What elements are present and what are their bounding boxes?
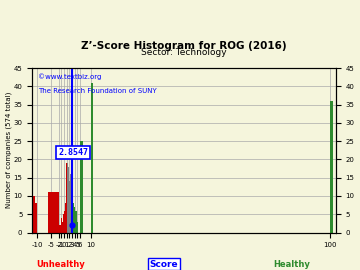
Bar <box>65 207 66 232</box>
Text: Healthy: Healthy <box>274 260 310 269</box>
Bar <box>77 222 78 232</box>
Bar <box>67 163 68 232</box>
Bar <box>68 167 69 232</box>
Text: Sector: Technology: Sector: Technology <box>141 48 227 57</box>
Bar <box>71 225 72 232</box>
Bar <box>48 192 59 232</box>
Bar <box>91 83 93 232</box>
Text: Score: Score <box>149 260 178 269</box>
Bar <box>60 225 62 232</box>
Bar <box>62 222 63 232</box>
Text: ©www.textbiz.org: ©www.textbiz.org <box>38 73 102 80</box>
Bar <box>66 163 67 232</box>
Bar <box>74 207 75 232</box>
Bar <box>32 196 35 232</box>
Bar <box>76 211 77 232</box>
Bar <box>63 214 64 232</box>
Bar <box>72 189 73 232</box>
Bar <box>75 211 76 232</box>
Bar <box>70 174 71 232</box>
Title: Z’-Score Histogram for ROG (2016): Z’-Score Histogram for ROG (2016) <box>81 41 287 51</box>
Bar <box>69 181 70 232</box>
Bar <box>59 225 60 232</box>
Y-axis label: Number of companies (574 total): Number of companies (574 total) <box>5 92 12 208</box>
Text: The Research Foundation of SUNY: The Research Foundation of SUNY <box>38 88 157 94</box>
Bar <box>35 203 37 232</box>
Text: 2.8547: 2.8547 <box>58 148 88 157</box>
Bar <box>330 101 333 232</box>
Bar <box>80 141 83 232</box>
Bar <box>64 211 65 232</box>
Bar <box>73 203 74 232</box>
Text: Unhealthy: Unhealthy <box>36 260 85 269</box>
